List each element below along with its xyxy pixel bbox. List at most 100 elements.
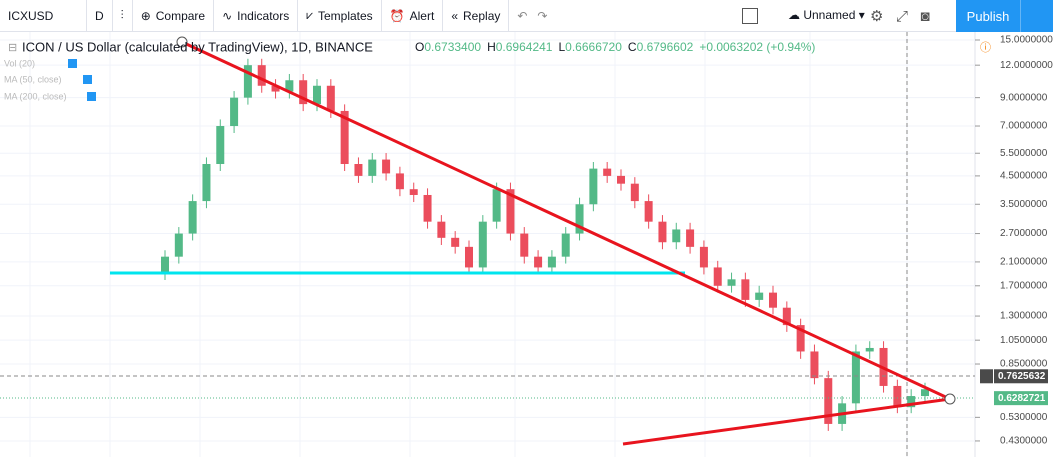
candle-body <box>174 233 183 257</box>
trend-line-lower[interactable] <box>622 397 951 446</box>
collapse-icon[interactable]: ⊟ <box>8 42 17 54</box>
undo-redo[interactable]: ↶ ↷ <box>517 8 548 23</box>
warning-icon[interactable]: ⓘ <box>980 41 991 54</box>
candle-body <box>243 65 252 98</box>
candle-body <box>478 221 487 268</box>
candle-body <box>603 168 612 176</box>
candle-body <box>395 173 404 190</box>
layout-name[interactable]: ☁ Unnamed ▾ <box>788 8 865 22</box>
open: 0.6733400 <box>424 40 481 54</box>
alert-text: Alert <box>409 8 435 23</box>
candle-body <box>465 246 473 268</box>
candle-body <box>782 307 791 326</box>
compare-text: Compare <box>155 8 206 23</box>
handle[interactable] <box>944 393 956 405</box>
candle-body <box>755 292 764 300</box>
indicators-text: Indicators <box>237 8 290 23</box>
candle-body <box>520 233 529 257</box>
candle-body <box>907 396 916 408</box>
candle-body <box>921 389 929 397</box>
replay[interactable]: « Replay <box>443 0 510 32</box>
candle-body <box>699 246 708 268</box>
publish-menu[interactable] <box>1020 0 1053 32</box>
y-tick-label: 4.5000000 <box>1000 171 1048 182</box>
candle-body <box>658 221 667 243</box>
candle-body <box>161 256 169 274</box>
candle-body <box>368 159 377 176</box>
candle-body <box>299 80 308 105</box>
candle-body <box>713 267 722 286</box>
legend-title: ICON / US Dollar (calculated by TradingV… <box>22 39 373 54</box>
candle-body <box>409 189 418 195</box>
chart-style[interactable]: ⫶ <box>113 0 133 32</box>
candle-body <box>547 256 556 268</box>
study-icon[interactable] <box>87 92 96 101</box>
candle-body <box>202 164 211 202</box>
close: 0.6796602 <box>637 40 694 54</box>
y-tick-label: 1.3000000 <box>1000 311 1048 322</box>
candle-body <box>865 347 874 352</box>
handle[interactable] <box>176 36 188 48</box>
y-tick-label: 7.0000000 <box>1000 121 1048 132</box>
publish[interactable]: Publish <box>956 0 1020 32</box>
candle-body <box>644 201 653 222</box>
y-tick-label: 12.0000000 <box>1000 60 1053 71</box>
price-label-box <box>994 369 1048 384</box>
candle-body <box>354 164 363 176</box>
y-tick-label: 2.1000000 <box>1000 257 1048 268</box>
study[interactable]: Vol (20) <box>4 58 35 68</box>
candle-body <box>230 97 239 127</box>
fullscreen-box[interactable] <box>742 8 758 24</box>
candle-body <box>340 110 349 165</box>
y-tick-label: 15.0000000 <box>1000 35 1053 46</box>
high: 0.6964241 <box>496 40 553 54</box>
plus-button <box>980 369 993 384</box>
candle-body <box>326 85 335 111</box>
l: L <box>558 40 565 54</box>
study-icon[interactable] <box>68 59 77 68</box>
candle-body <box>824 378 833 424</box>
candle-body <box>188 201 197 234</box>
o: O <box>415 40 424 54</box>
study[interactable]: MA (50, close) <box>4 74 62 84</box>
toolbar-icons[interactable]: ⚙ ⤢ ◙ <box>870 8 930 25</box>
y-tick-label: 1.7000000 <box>1000 280 1048 291</box>
interval[interactable]: D <box>87 0 113 32</box>
y-tick-label: 3.5000000 <box>1000 199 1048 210</box>
candle-body <box>672 229 681 243</box>
candle-body <box>271 85 280 92</box>
symbol[interactable]: ICXUSD <box>0 0 87 32</box>
candle-body <box>617 175 625 184</box>
indicators[interactable]: ∿ Indicators <box>214 0 299 32</box>
candle-body <box>575 204 584 234</box>
chart: ⊟ ICON / US Dollar (calculated by Tradin… <box>0 32 1053 457</box>
y-tick-label: 0.5300000 <box>1000 412 1048 423</box>
y-tick-label: 0.4300000 <box>1000 436 1048 447</box>
price-label-box <box>994 391 1048 406</box>
candle-body <box>686 229 695 247</box>
candle-body <box>216 126 225 165</box>
candle-body <box>769 292 777 308</box>
candle-body <box>313 85 321 105</box>
candle-body <box>382 159 391 174</box>
candle-body <box>285 80 294 92</box>
candle-body <box>506 189 515 234</box>
candle-body <box>727 279 736 286</box>
y-tick-label: 0.8500000 <box>1000 359 1048 370</box>
compare[interactable]: ⊕ Compare <box>133 0 215 32</box>
alert[interactable]: ⏰ Alert <box>382 0 444 32</box>
price-label: 0.6282721 <box>998 393 1046 404</box>
c: C <box>628 40 637 54</box>
templates[interactable]: ⩗ Templates <box>298 0 382 32</box>
candle-body <box>423 194 432 222</box>
candle-body <box>492 189 501 222</box>
candle-body <box>534 256 543 268</box>
y-tick-label: 2.7000000 <box>1000 228 1048 239</box>
change: +0.0063202 (+0.94%) <box>699 40 815 54</box>
toolbar: ICXUSD D ⫶ ⊕ Compare ∿ Indicators ⩗ Temp… <box>0 0 1053 32</box>
trend-line-upper[interactable] <box>181 40 951 401</box>
study-icon[interactable] <box>83 75 92 84</box>
study[interactable]: MA (200, close) <box>4 91 67 101</box>
candle-body <box>589 168 598 205</box>
